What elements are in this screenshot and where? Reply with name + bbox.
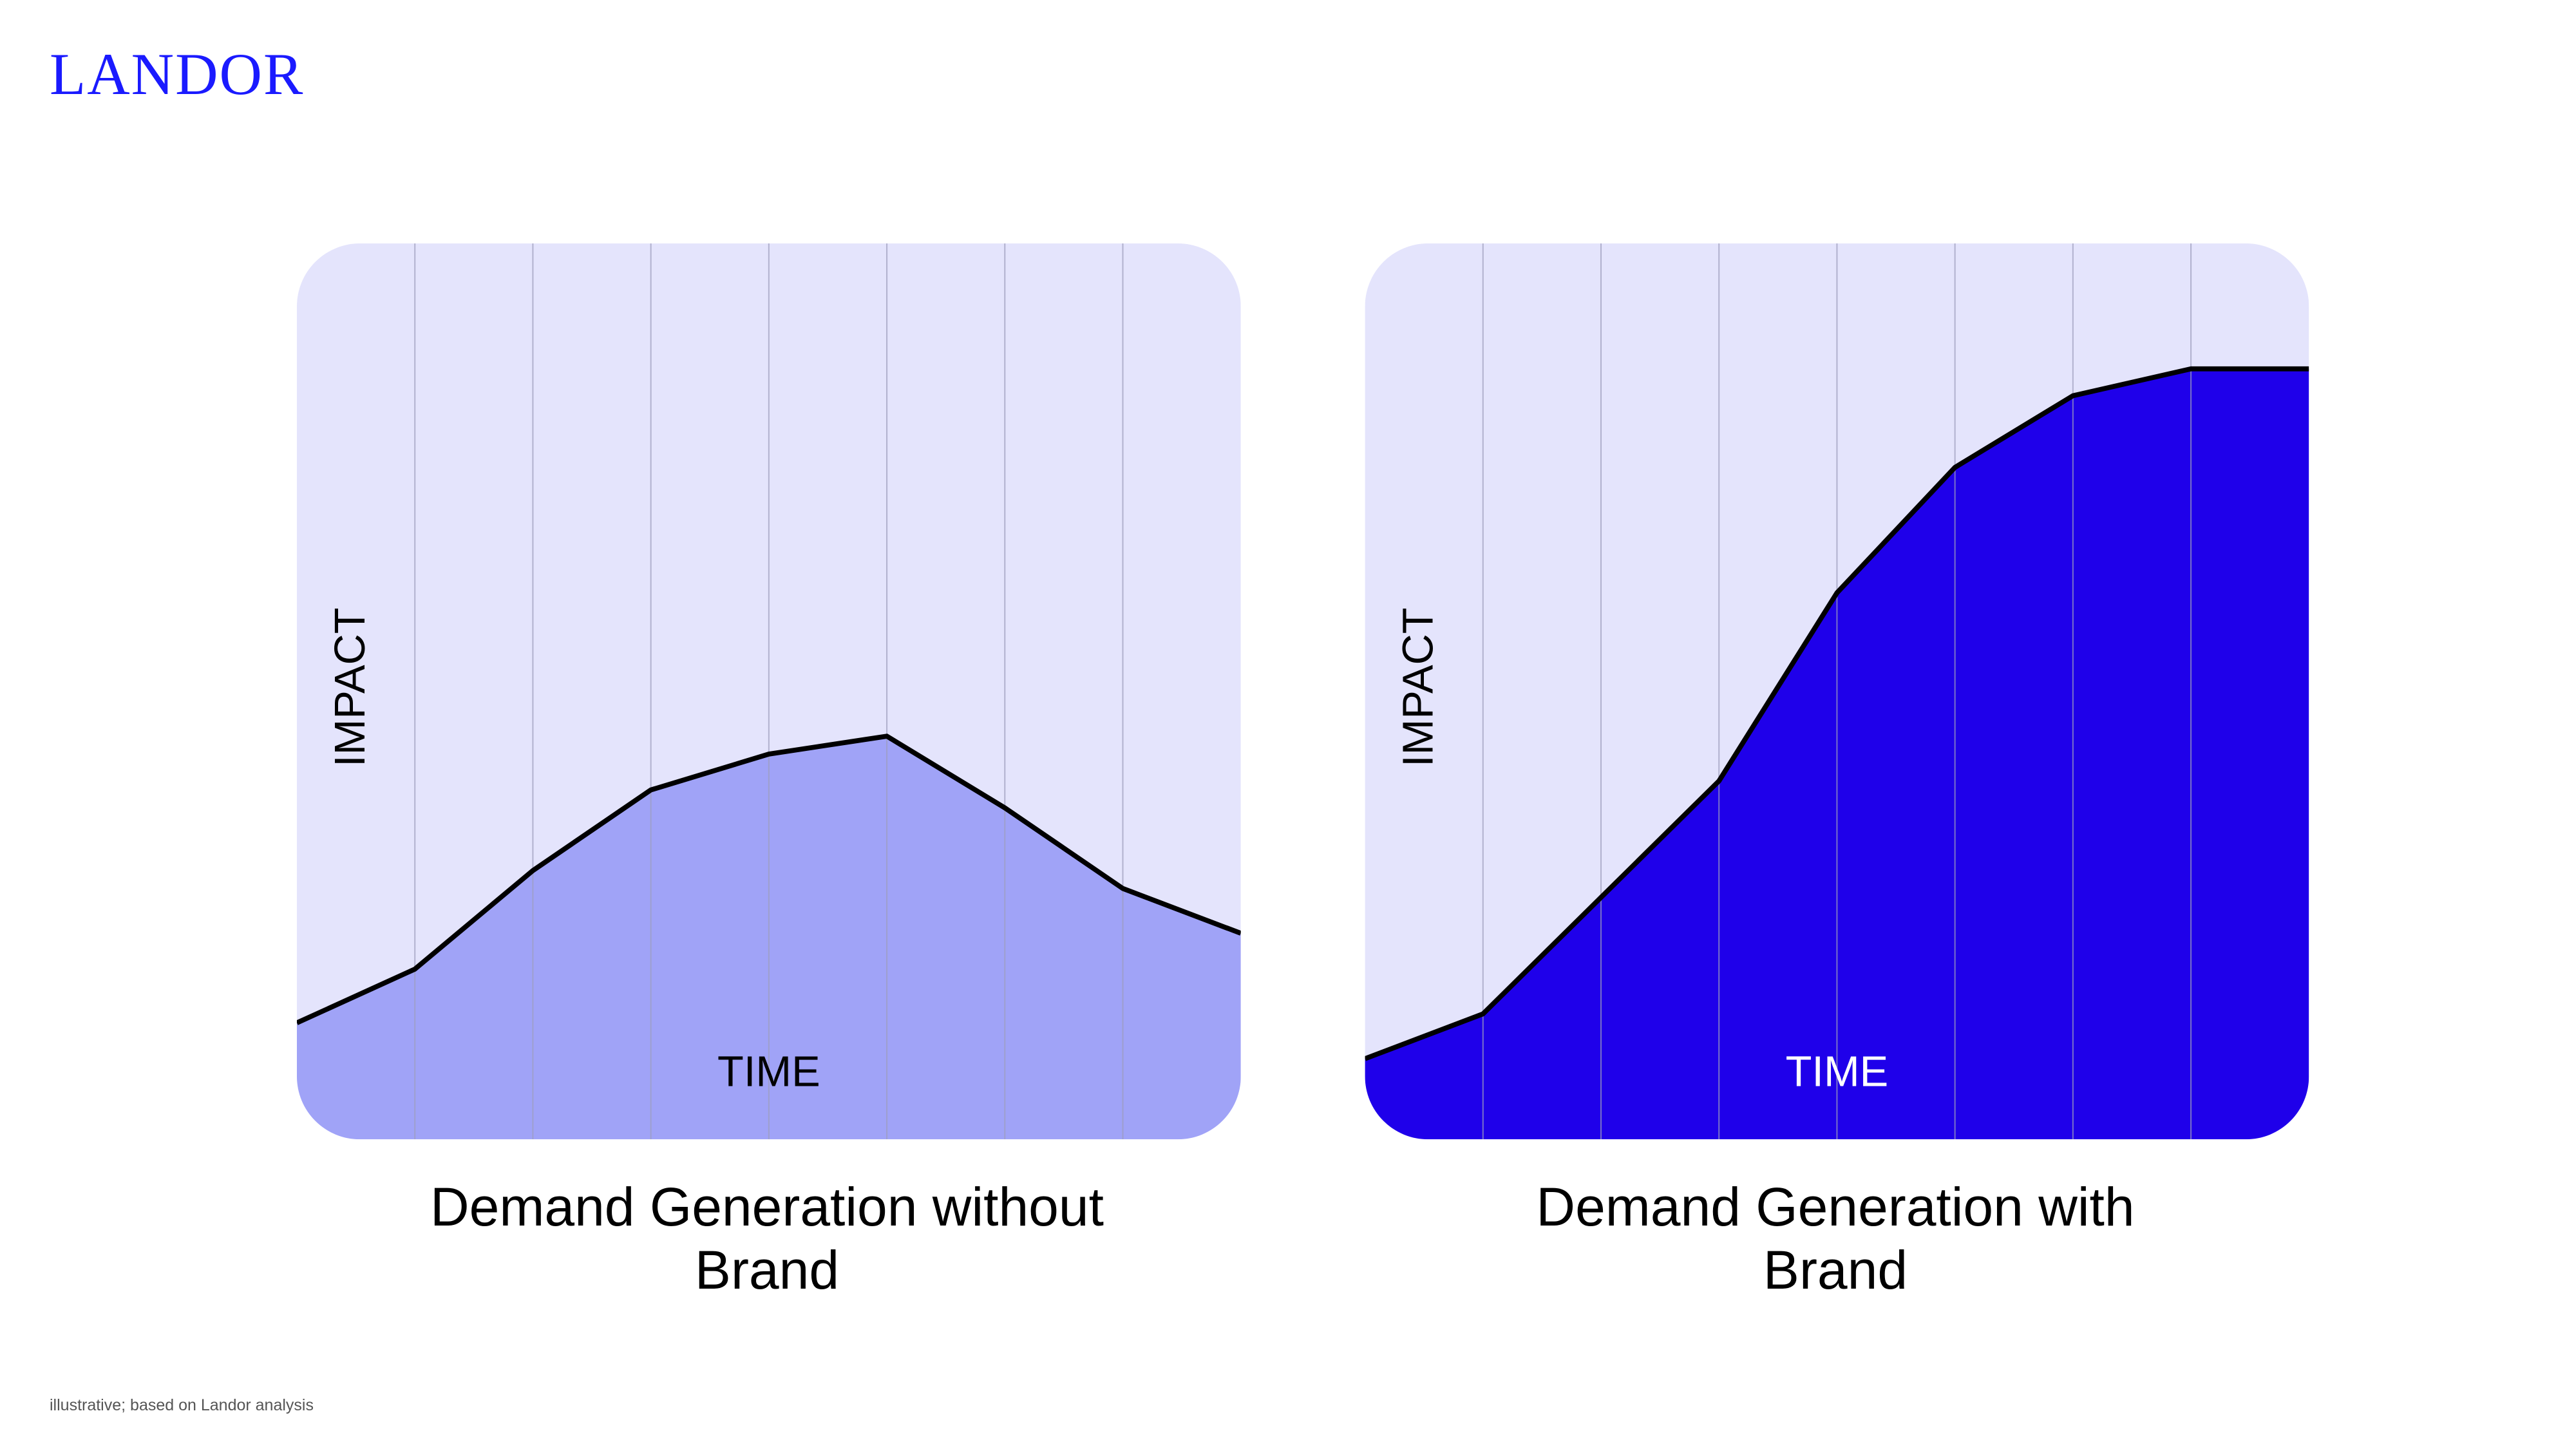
chart bbox=[1365, 243, 2309, 1140]
logo: LANDOR bbox=[50, 41, 305, 107]
chart bbox=[297, 243, 1241, 1140]
y-axis-label: IMPACT bbox=[326, 607, 374, 767]
x-axis-label: TIME bbox=[717, 1048, 820, 1096]
line bbox=[297, 734, 1241, 1025]
x-axis-label: TIME bbox=[1786, 1048, 1889, 1096]
y-axis-label: IMPACT bbox=[1394, 607, 1443, 767]
line bbox=[1365, 366, 2309, 1061]
chart-title: Demand Generation with Brand bbox=[1536, 1177, 2135, 1300]
chart-title: Demand Generation without Brand bbox=[430, 1177, 1104, 1300]
footnote: illustrative; based on Landor analysis bbox=[50, 1396, 314, 1414]
